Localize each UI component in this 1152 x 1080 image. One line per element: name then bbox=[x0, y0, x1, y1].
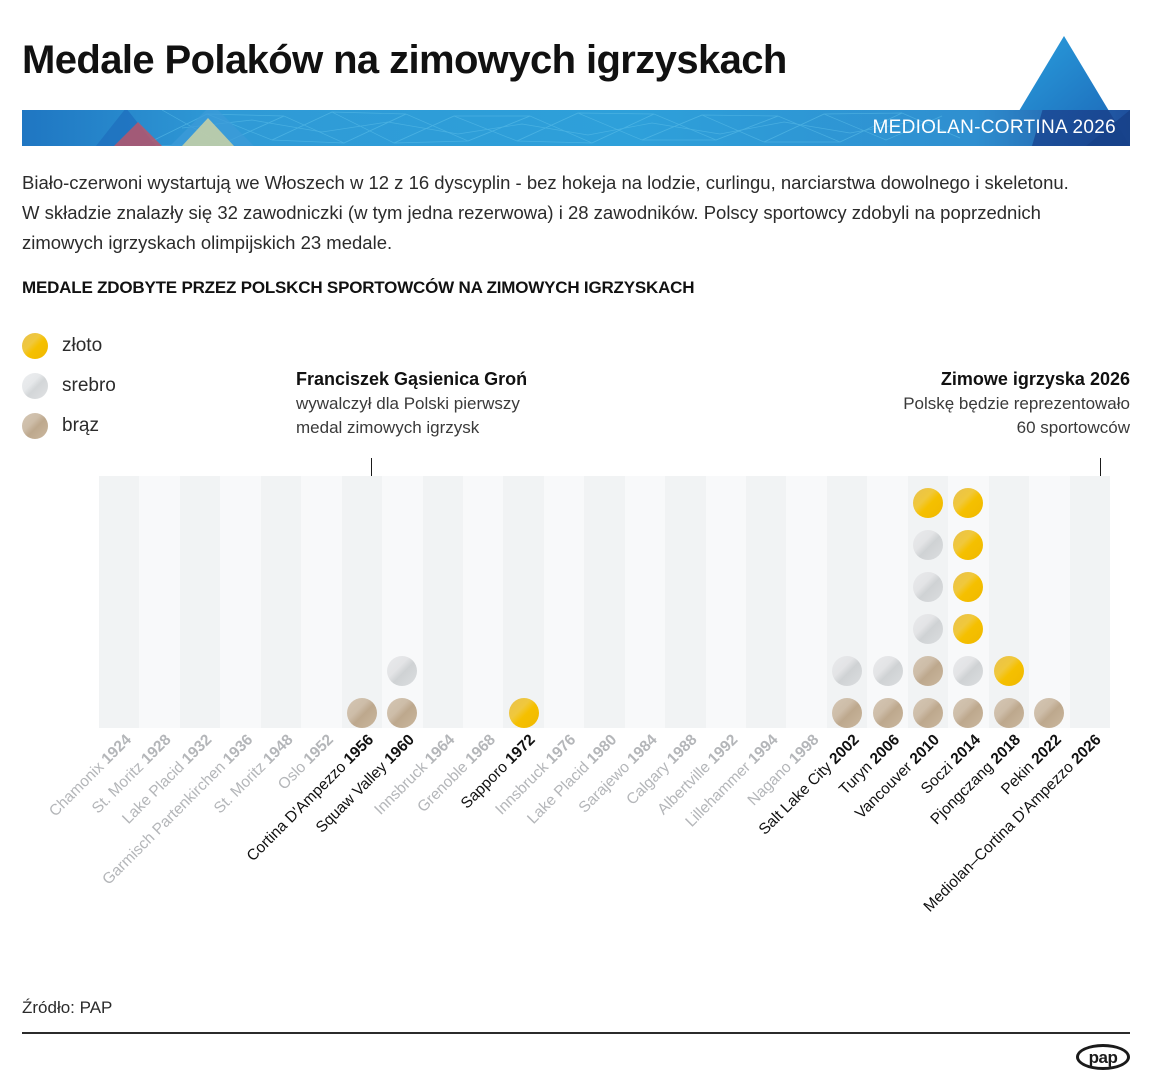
chart-column-stripe bbox=[826, 476, 868, 728]
axis-tick-year: 1972 bbox=[502, 731, 539, 768]
medal-gold bbox=[508, 698, 539, 728]
mountain-small-2 bbox=[114, 122, 162, 146]
legend-item-bronze: brąz bbox=[22, 406, 116, 446]
chart-column-stripe bbox=[503, 476, 544, 728]
medal-silver bbox=[913, 530, 944, 560]
chart-column-stripe bbox=[584, 476, 625, 728]
medal-gold bbox=[953, 488, 984, 518]
axis-tick-year: 2006 bbox=[866, 731, 903, 768]
chart-column-stripe bbox=[746, 476, 787, 728]
legend-label-gold: złoto bbox=[62, 335, 103, 356]
chart-column-stripe bbox=[139, 476, 180, 728]
banner-corner bbox=[1086, 110, 1130, 146]
medal-silver bbox=[387, 656, 418, 686]
medal-chart bbox=[99, 476, 1110, 728]
medal-bronze bbox=[387, 698, 418, 728]
header-banner: MEDIOLAN-CORTINA 2026 bbox=[22, 36, 1130, 146]
chart-column-stripe bbox=[786, 476, 827, 728]
chart-column-stripe bbox=[988, 476, 1030, 728]
bronze-medal-icon bbox=[22, 413, 48, 439]
banner-graphic bbox=[22, 36, 1130, 146]
chart-column-stripe bbox=[99, 476, 140, 728]
callout-left-line2: medal zimowych igrzysk bbox=[296, 418, 480, 437]
axis-tick-year: 1956 bbox=[340, 731, 378, 768]
medal-gold bbox=[953, 614, 984, 644]
chart-column-stripe bbox=[220, 476, 261, 728]
medal-bronze bbox=[832, 698, 863, 728]
chart-column-stripe bbox=[1069, 476, 1110, 728]
mountain-small-4 bbox=[182, 118, 234, 146]
chart-column-stripe bbox=[1029, 476, 1070, 728]
medal-bronze bbox=[346, 698, 377, 728]
chart-column-stripe bbox=[341, 476, 383, 728]
footer-divider bbox=[22, 1032, 1130, 1034]
chart-column-stripe bbox=[382, 476, 423, 728]
callout-igrzyska-2026: Zimowe igrzyska 2026 Polskę będzie repre… bbox=[830, 366, 1130, 440]
callout-right-line2: 60 sportowców bbox=[1016, 418, 1130, 437]
chart-column-stripe bbox=[867, 476, 908, 728]
medal-bronze bbox=[953, 698, 984, 728]
callout-left-line1: wywalczył dla Polski pierwszy bbox=[296, 394, 520, 413]
legend-label-silver: srebro bbox=[62, 375, 116, 396]
chart-column-stripe bbox=[462, 476, 504, 728]
axis-tick-year: 2018 bbox=[987, 731, 1025, 768]
callout-right-line1: Polskę będzie reprezentowało bbox=[903, 394, 1130, 413]
chart-x-axis: Chamonix 1924 St. Moritz 1928 Lake Placid … bbox=[46, 731, 1110, 972]
callout-left-title: Franciszek Gąsienica Groń bbox=[296, 369, 528, 389]
legend: złoto srebro brąz bbox=[22, 326, 116, 446]
axis-tick-year: 2026 bbox=[1068, 731, 1106, 768]
medal-bronze bbox=[913, 698, 944, 728]
chart-column-stripe bbox=[301, 476, 342, 728]
chart-column-stripe bbox=[907, 476, 949, 728]
medal-silver bbox=[953, 656, 984, 686]
medal-silver bbox=[872, 656, 903, 686]
axis-tick-year: 1928 bbox=[138, 731, 175, 768]
legend-item-silver: srebro bbox=[22, 366, 116, 406]
gold-medal-icon bbox=[22, 333, 48, 359]
axis-tick-year: 1980 bbox=[583, 731, 620, 768]
medal-gold bbox=[953, 530, 984, 560]
banner-label: MEDIOLAN-CORTINA 2026 bbox=[872, 117, 1116, 138]
medal-silver bbox=[913, 614, 944, 644]
medal-silver bbox=[913, 572, 944, 602]
chart-subheading: MEDALE ZDOBYTE PRZEZ POLSKCH SPORTOWCÓW … bbox=[22, 278, 695, 297]
axis-tick-year: 2010 bbox=[906, 731, 944, 768]
medal-bronze bbox=[872, 698, 903, 728]
axis-tick-year: 1932 bbox=[179, 731, 216, 768]
silver-medal-icon bbox=[22, 373, 48, 399]
pap-logo: pap bbox=[1076, 1044, 1130, 1070]
chart-column-stripe bbox=[260, 476, 302, 728]
callout-gasienica-gron: Franciszek Gąsienica Groń wywalczył dla … bbox=[296, 366, 527, 440]
page-title: Medale Polaków na zimowych igrzyskach bbox=[22, 38, 787, 82]
medal-bronze bbox=[913, 656, 944, 686]
medal-gold bbox=[953, 572, 984, 602]
intro-paragraph: Biało-czerwoni wystartują we Włoszech w … bbox=[22, 172, 1069, 253]
medal-gold bbox=[913, 488, 944, 518]
legend-item-gold: złoto bbox=[22, 326, 116, 366]
medal-silver bbox=[832, 656, 863, 686]
chart-column-stripe bbox=[705, 476, 747, 728]
chart-column-stripe bbox=[665, 476, 706, 728]
chart-column-stripe bbox=[179, 476, 221, 728]
source-label: Źródło: PAP bbox=[22, 998, 113, 1017]
medal-bronze bbox=[993, 698, 1024, 728]
chart-column-stripe bbox=[624, 476, 666, 728]
chart-column-stripe bbox=[422, 476, 463, 728]
chart-column-stripe bbox=[543, 476, 585, 728]
chart-column-stripe bbox=[948, 476, 989, 728]
medal-gold bbox=[993, 656, 1024, 686]
callout-right-title: Zimowe igrzyska 2026 bbox=[940, 369, 1130, 389]
medal-bronze bbox=[1034, 698, 1065, 728]
legend-label-bronze: brąz bbox=[62, 415, 99, 436]
axis-tick-year: 1988 bbox=[664, 731, 701, 768]
